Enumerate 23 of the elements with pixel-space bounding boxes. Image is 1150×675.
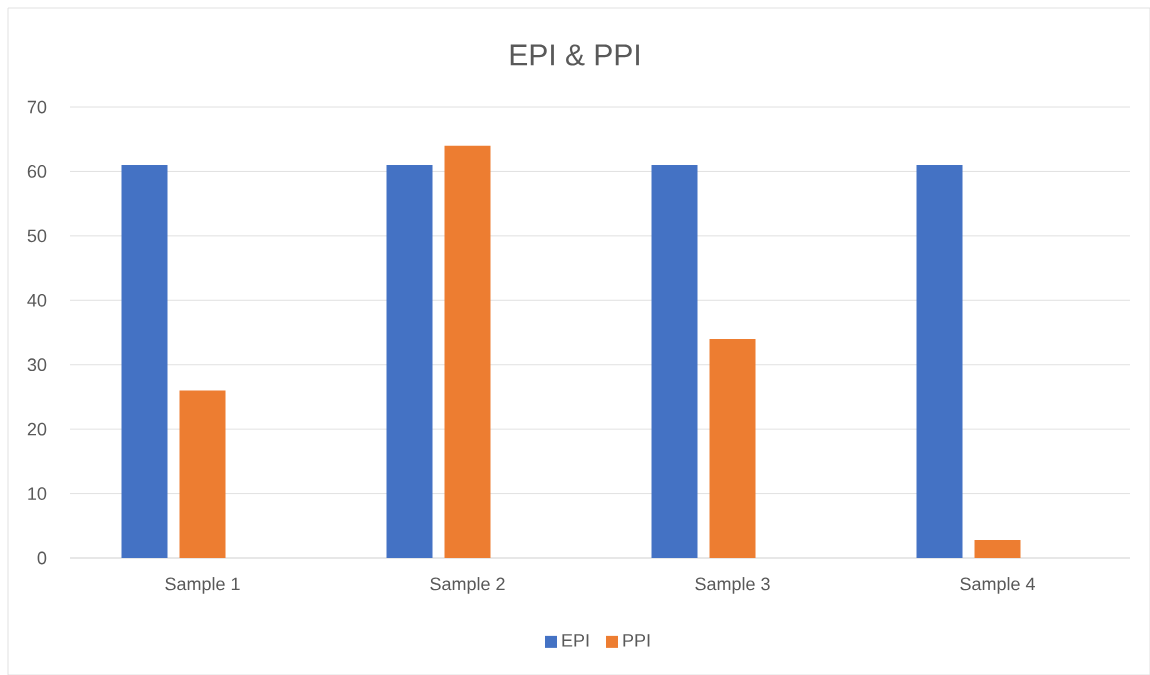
legend-label: EPI bbox=[562, 634, 589, 647]
y-tick-label: 50 bbox=[27, 229, 47, 243]
x-tick-label: Sample 1 bbox=[165, 577, 240, 594]
y-tick-label: 40 bbox=[27, 293, 47, 307]
y-tick-label: 20 bbox=[27, 422, 47, 436]
bar bbox=[651, 165, 698, 558]
chart-title: EPI & PPI bbox=[510, 44, 639, 66]
y-tick-label: 60 bbox=[27, 165, 47, 178]
bar bbox=[444, 145, 491, 558]
bar bbox=[709, 338, 756, 558]
x-tick-label: Sample 3 bbox=[695, 577, 770, 594]
bar bbox=[179, 390, 226, 558]
bar bbox=[121, 165, 168, 558]
legend-label: PPI bbox=[623, 634, 650, 647]
y-tick-label: 10 bbox=[28, 487, 47, 500]
x-tick-label: Sample 4 bbox=[960, 577, 1035, 594]
bar bbox=[386, 165, 433, 558]
y-tick-label: 70 bbox=[27, 100, 47, 114]
y-tick-label: 30 bbox=[27, 358, 47, 372]
x-tick-label: Sample 2 bbox=[430, 577, 505, 594]
bar bbox=[916, 165, 963, 558]
y-tick-label: 0 bbox=[37, 551, 47, 565]
bar bbox=[974, 539, 1021, 558]
